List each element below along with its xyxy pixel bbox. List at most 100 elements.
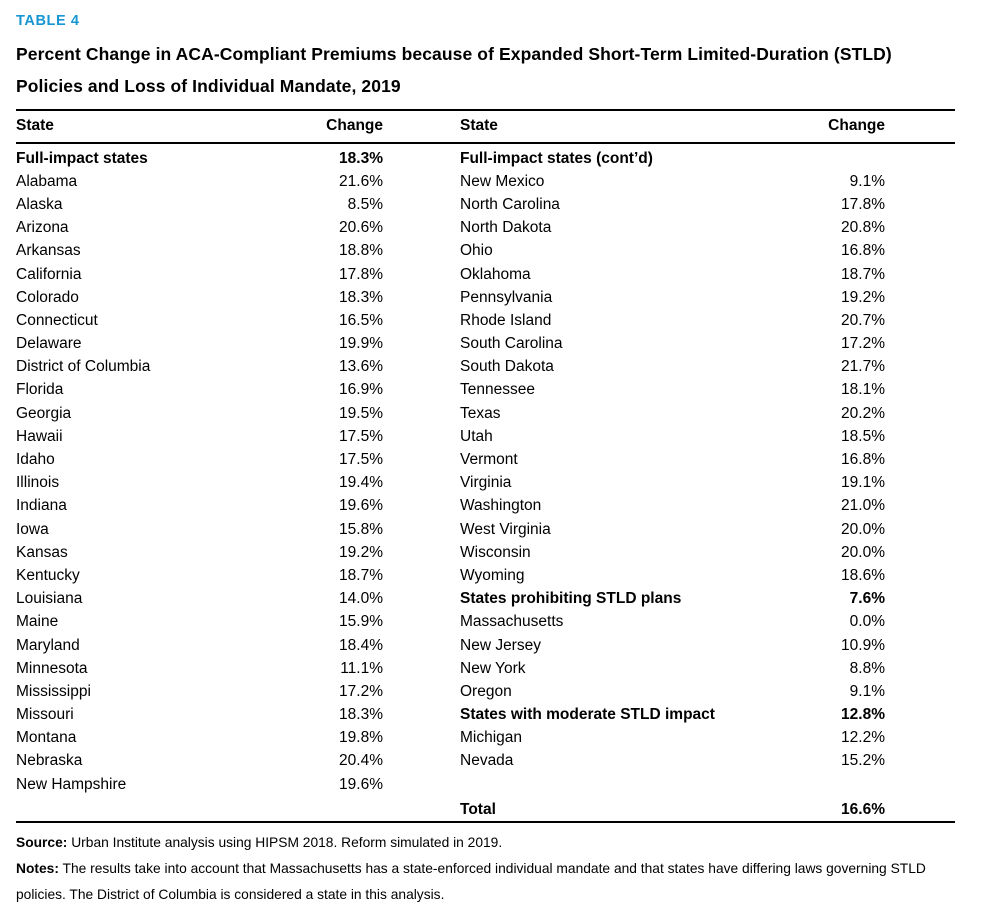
state-name: Florida: [16, 381, 64, 399]
header-bottom-rule: [16, 141, 955, 144]
state-name: California: [16, 265, 82, 283]
change-value: 16.5%: [339, 311, 383, 329]
change-value: 9.1%: [849, 172, 885, 190]
state-name: Alabama: [16, 172, 78, 190]
table-row: Minnesota 11.1% New York 8.8%: [16, 657, 955, 680]
state-name: Oregon: [460, 682, 512, 700]
state-name: Tennessee: [460, 381, 535, 399]
state-name: Mississippi: [16, 682, 91, 700]
table-row: Kentucky 18.7% Wyoming 18.6%: [16, 564, 955, 587]
table-row: Iowa 15.8% West Virginia 20.0%: [16, 518, 955, 541]
state-name: North Carolina: [460, 195, 560, 213]
change-value: 17.5%: [339, 451, 383, 469]
table-row: Maine 15.9% Massachusetts 0.0%: [16, 611, 955, 634]
change-value: 19.6%: [339, 775, 383, 793]
state-name: Ohio: [460, 242, 493, 260]
change-value: 15.8%: [339, 520, 383, 538]
state-name: West Virginia: [460, 520, 551, 538]
source-text: Urban Institute analysis using HIPSM 201…: [67, 835, 503, 851]
notes-label: Notes:: [16, 861, 59, 877]
change-value: 20.8%: [841, 219, 885, 237]
change-value: 11.1%: [340, 659, 383, 677]
change-value: 20.4%: [339, 752, 383, 770]
column-header-state-right: State: [460, 117, 498, 134]
state-name: Wisconsin: [460, 543, 531, 561]
change-value: 19.6%: [339, 497, 383, 515]
table-row: Illinois 19.4% Virginia 19.1%: [16, 472, 955, 495]
table-row: Louisiana 14.0% States prohibiting STLD pl…: [16, 588, 955, 611]
state-name: Full-impact states: [16, 149, 148, 167]
state-name: States prohibiting STLD plans: [460, 590, 682, 608]
state-name: Virginia: [460, 474, 512, 492]
change-value: 19.4%: [339, 474, 383, 492]
column-header-state-left: State: [16, 117, 54, 134]
table-row: Maryland 18.4% New Jersey 10.9%: [16, 634, 955, 657]
state-name: Missouri: [16, 706, 74, 724]
change-value: 17.2%: [841, 335, 885, 353]
table-row: Indiana 19.6% Washington 21.0%: [16, 495, 955, 518]
change-value: 10.9%: [841, 636, 885, 654]
table-row: Florida 16.9% Tennessee 18.1%: [16, 379, 955, 402]
notes-text: The results take into account that Massa…: [16, 861, 926, 903]
table-row: Kansas 19.2% Wisconsin 20.0%: [16, 541, 955, 564]
change-value: 18.3%: [339, 288, 383, 306]
state-name: Arizona: [16, 219, 69, 237]
change-value: 17.5%: [339, 427, 383, 445]
column-header-change-left: Change: [326, 117, 383, 134]
table-top-rule: [16, 109, 955, 111]
change-value: 17.8%: [841, 195, 885, 213]
state-name: Minnesota: [16, 659, 88, 677]
table-row: Hawaii 17.5% Utah 18.5%: [16, 425, 955, 448]
table-row: Georgia 19.5% Texas 20.2%: [16, 402, 955, 425]
state-name: Oklahoma: [460, 265, 531, 283]
state-name: Iowa: [16, 520, 49, 538]
change-value: 18.1%: [841, 381, 885, 399]
change-value: 13.6%: [339, 358, 383, 376]
change-value: 8.8%: [849, 659, 885, 677]
notes-note: Notes: The results take into account tha…: [16, 856, 968, 908]
state-name: Maryland: [16, 636, 80, 654]
state-name: Montana: [16, 729, 77, 747]
table-row: Arkansas 18.8% Ohio 16.8%: [16, 240, 955, 263]
change-value: 16.9%: [339, 381, 383, 399]
change-value: 21.0%: [841, 497, 885, 515]
state-name: Wyoming: [460, 566, 525, 584]
change-value: 18.5%: [841, 427, 885, 445]
change-value: 19.5%: [339, 404, 383, 422]
state-name: Connecticut: [16, 311, 98, 329]
state-name: Illinois: [16, 474, 60, 492]
state-name: States with moderate STLD impact: [460, 706, 715, 724]
state-name: Vermont: [460, 451, 518, 469]
source-note: Source: Urban Institute analysis using H…: [16, 830, 968, 856]
table-row: New Hampshire 19.6%: [16, 773, 955, 796]
source-label: Source:: [16, 835, 68, 851]
state-name: Utah: [460, 427, 493, 445]
state-name: Alaska: [16, 195, 63, 213]
change-value: 18.3%: [339, 149, 383, 167]
table-row: Idaho 17.5% Vermont 16.8%: [16, 448, 955, 471]
change-value: 19.8%: [339, 729, 383, 747]
table-row: Alabama 21.6% New Mexico 9.1%: [16, 170, 955, 193]
table-row: Montana 19.8% Michigan 12.2%: [16, 727, 955, 750]
change-value: 20.2%: [841, 404, 885, 422]
change-value: 19.2%: [841, 288, 885, 306]
state-name: Kentucky: [16, 566, 80, 584]
change-value: 20.0%: [841, 543, 885, 561]
change-value: 19.9%: [339, 335, 383, 353]
change-value: 20.7%: [841, 311, 885, 329]
state-name: South Dakota: [460, 358, 554, 376]
state-name: New Mexico: [460, 172, 545, 190]
state-name: Full-impact states (cont’d): [460, 149, 653, 167]
change-value: 21.6%: [339, 172, 383, 190]
change-value: 19.1%: [841, 474, 885, 492]
table-row: California 17.8% Oklahoma 18.7%: [16, 263, 955, 286]
state-name: Nebraska: [16, 752, 83, 770]
total-value: 16.6%: [841, 800, 885, 818]
table-row: Nebraska 20.4% Nevada 15.2%: [16, 750, 955, 773]
state-name: North Dakota: [460, 219, 552, 237]
state-name: Colorado: [16, 288, 79, 306]
table-row: Arizona 20.6% North Dakota 20.8%: [16, 217, 955, 240]
change-value: 17.2%: [339, 682, 383, 700]
state-name: Arkansas: [16, 242, 81, 260]
